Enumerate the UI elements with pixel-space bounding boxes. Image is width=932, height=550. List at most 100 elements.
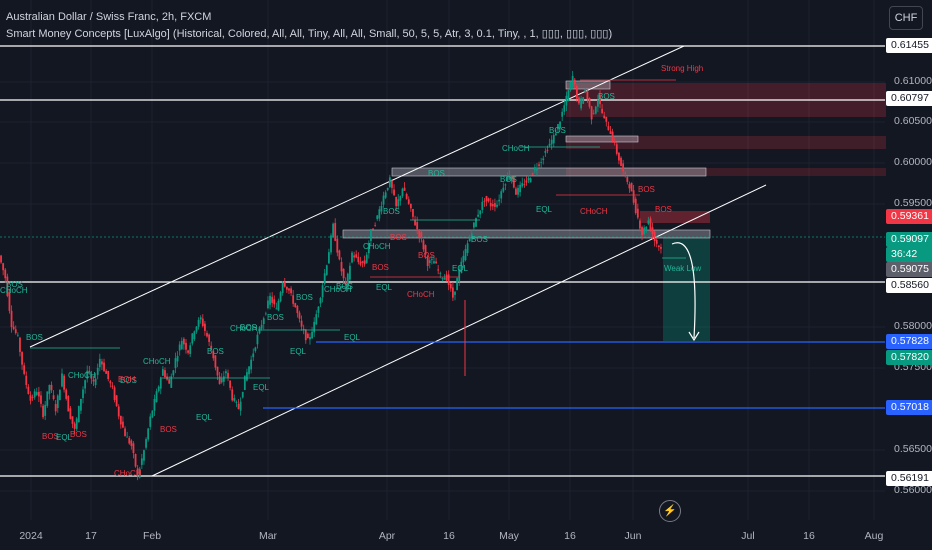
y-tick-label: 0.61000 [894,75,932,87]
candle-down [374,225,377,226]
candle-down [40,395,42,404]
candle-down [285,286,288,290]
order-block-zones [342,80,886,341]
candle-up [365,254,368,263]
candle-up [496,204,498,207]
candle-up [397,199,400,207]
candle-up [222,376,225,382]
candle-up [126,436,129,438]
candle-up [498,199,501,202]
candle-up [504,184,507,186]
candle-up [533,167,536,171]
candle-up [443,278,446,280]
candle-up [552,135,555,144]
candle-down [216,366,219,376]
candle-up [557,124,559,130]
candle-down [336,238,339,253]
bos-label: BOS [42,432,59,441]
candle-up [456,278,458,291]
candle-up [98,358,101,368]
candle-down [630,182,633,192]
candle-down [609,131,612,134]
candle-up [80,398,82,411]
candle-up [376,215,379,220]
candle-up [473,222,475,228]
lightning-icon[interactable]: ⚡ [659,500,681,522]
candle-up [256,334,259,345]
bos-label: BOS [383,207,400,216]
eq-label: EQL [56,433,73,442]
candle-down [52,395,55,400]
candle-down [578,97,580,104]
candle-up [464,249,467,261]
candles [0,70,662,481]
currency-button[interactable]: CHF [889,6,923,30]
indicator-legend[interactable]: Smart Money Concepts [LuxAlgo] (Historic… [6,28,613,40]
candle-up [580,98,582,109]
candle-down [628,184,631,189]
candle-up [401,188,404,197]
price-label: 0.59075 [886,262,932,277]
candle-down [416,222,419,230]
candle-down [306,333,309,339]
candle-up [75,418,78,429]
price-label: 0.58560 [886,278,932,293]
choch-label: CHoCH [230,324,258,333]
candle-down [449,283,452,289]
candle-up [386,187,389,190]
candle-up [155,391,158,403]
candle-down [300,320,303,327]
candle-down [271,296,274,303]
candle-down [288,288,290,291]
x-tick-label: Aug [864,530,884,542]
candle-down [124,428,126,437]
candle-down [657,245,660,248]
eq-label: EQL [253,383,270,392]
candle-down [134,453,137,467]
candle-up [517,187,519,195]
bos-label: BOS [336,282,353,291]
candle-down [69,408,72,419]
x-tick-label: 16 [564,530,576,542]
candle-down [649,218,652,230]
candle-down [405,193,408,199]
candle-up [189,345,192,354]
candle-down [641,227,643,235]
candle-up [264,313,267,315]
candle-down [407,199,410,204]
candle-up [279,292,282,302]
candle-down [590,106,593,120]
candle-down [447,274,450,285]
channel-lower-line [151,184,767,477]
candle-down [487,198,490,202]
candle-up [388,177,391,188]
candle-up [428,260,431,264]
candle-up [277,300,280,311]
candle-down [395,196,398,207]
candle-up [147,428,150,440]
candle-up [647,220,650,224]
candle-down [4,269,7,279]
choch-label: CHoCH [68,371,96,380]
candle-down [624,173,627,174]
candle-down [0,255,2,263]
bos-label: BOS [26,333,43,342]
candle-up [35,392,38,396]
x-tick-label: 16 [803,530,815,542]
candle-down [615,144,618,154]
channel-upper-line [29,45,685,348]
x-tick-label: 2024 [19,530,43,542]
candle-up [197,319,200,327]
candle-up [468,237,471,242]
bos-label: BOS [500,175,517,184]
bos-label: BOS [6,280,23,289]
candle-up [82,389,84,399]
y-tick-label: 0.59500 [894,197,932,209]
candle-down [601,108,604,113]
candle-down [357,256,360,263]
equal-level-zone [342,229,711,239]
candle-down [227,372,229,378]
arrow-head-icon [688,331,700,342]
candle-up [477,214,480,217]
